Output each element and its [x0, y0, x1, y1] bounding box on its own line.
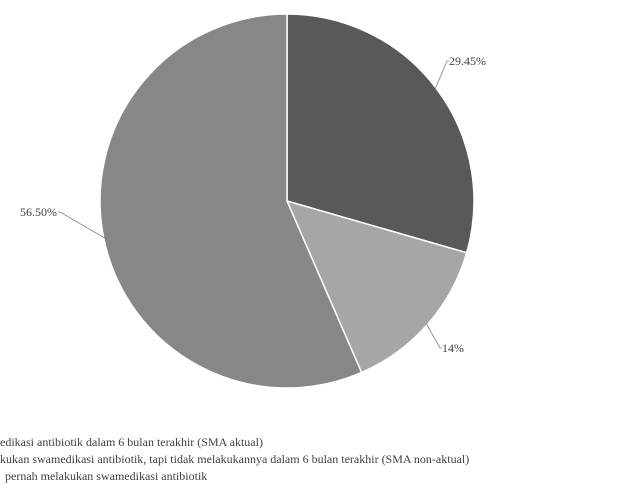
- pie-chart: 29.45% 14% 56.50%: [20, 13, 486, 389]
- pie-slice-3: [99, 13, 363, 389]
- leader-line-3: [58, 211, 107, 240]
- legend-label: kukan swamedikasi antibiotik, tapi tidak…: [0, 452, 470, 466]
- slice-label-3: 56.50%: [20, 205, 57, 219]
- leader-line-2: [425, 322, 442, 349]
- legend-item-sma-non-aktual: kukan swamedikasi antibiotik, tapi tidak…: [0, 451, 628, 468]
- slice-labels: 29.45% 14% 56.50%: [20, 54, 486, 355]
- legend-label: pernah melakukan swamedikasi antibiotik: [5, 469, 208, 483]
- slice-label-1: 29.45%: [449, 54, 486, 68]
- chart-legend: edikasi antibiotik dalam 6 bulan terakhi…: [0, 434, 628, 498]
- pie-slices: [99, 13, 475, 389]
- leader-line-1: [434, 60, 449, 90]
- legend-item-tidak-pernah: pernah melakukan swamedikasi antibiotik: [0, 468, 628, 485]
- leader-lines: [58, 60, 449, 349]
- legend-item-sma-aktual: edikasi antibiotik dalam 6 bulan terakhi…: [0, 434, 628, 451]
- legend-label: edikasi antibiotik dalam 6 bulan terakhi…: [0, 435, 263, 449]
- pie-slice-1: [286, 13, 475, 254]
- pie-slice-2: [285, 199, 468, 374]
- slice-label-2: 14%: [442, 341, 464, 355]
